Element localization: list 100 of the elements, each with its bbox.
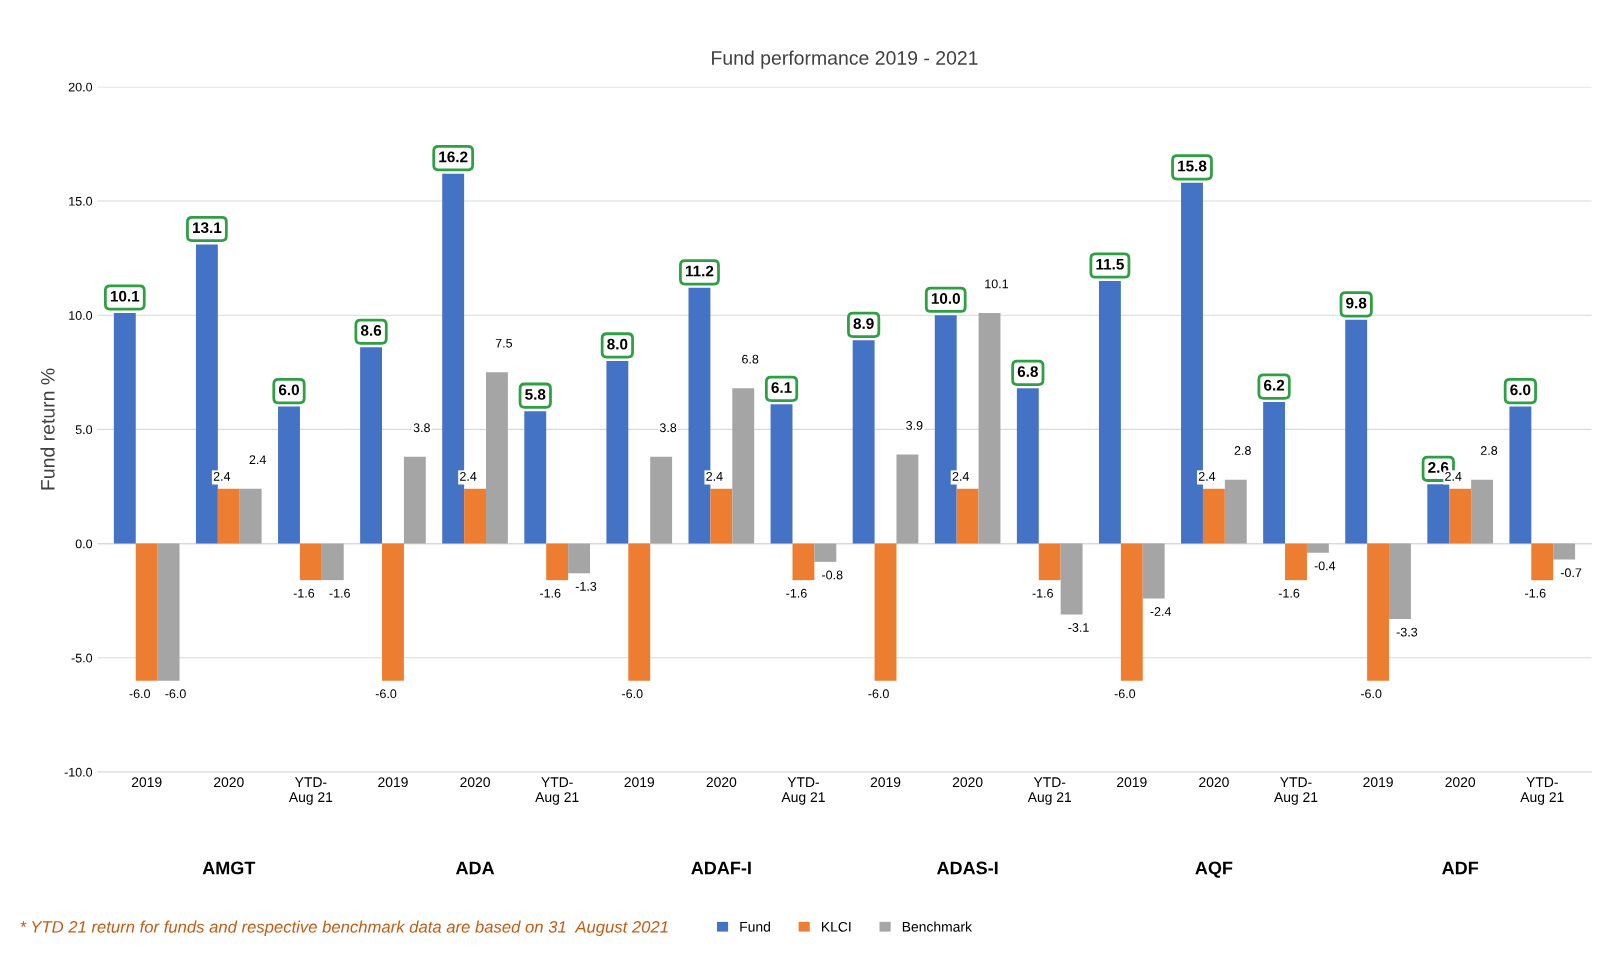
y-tick-label: -5.0 <box>71 653 93 663</box>
data-label: 8.6 <box>360 325 382 336</box>
x-tick-label: 2019 <box>131 777 162 788</box>
bar <box>1367 543 1390 681</box>
data-label: 7.5 <box>495 338 513 348</box>
y-tick-label: 0.0 <box>75 539 93 549</box>
data-label: 6.2 <box>1264 379 1285 391</box>
data-label: 3.9 <box>906 421 923 430</box>
bar <box>382 543 404 681</box>
data-label: 16.2 <box>439 151 468 163</box>
bar <box>710 488 733 544</box>
data-label: -6.0 <box>165 689 186 699</box>
bar <box>792 543 815 581</box>
data-label: 2.4 <box>460 471 477 481</box>
data-label: -3.1 <box>1068 623 1089 632</box>
bar <box>1553 543 1576 560</box>
legend-label: Benchmark <box>902 921 972 932</box>
data-label: 3.8 <box>659 423 677 433</box>
bar <box>403 456 426 544</box>
x-tick-label: 2020 <box>214 777 244 788</box>
y-tick-label: 10.0 <box>69 311 93 320</box>
y-tick-label: 5.0 <box>75 425 93 435</box>
bar <box>978 312 1001 544</box>
data-label: 6.0 <box>1510 384 1531 396</box>
bar <box>1120 543 1143 681</box>
text: ADF <box>1442 861 1479 875</box>
bar <box>239 488 262 544</box>
bar <box>956 488 979 544</box>
bar <box>464 488 487 544</box>
bar <box>732 388 755 544</box>
bar <box>650 456 673 544</box>
text: AMGT <box>202 861 256 875</box>
data-label: 6.1 <box>771 382 792 393</box>
x-tick-label: 2020 <box>952 777 983 788</box>
data-label: -6.0 <box>622 689 643 699</box>
bar <box>568 543 590 574</box>
data-label: 2.4 <box>249 455 266 464</box>
data-label: 8.0 <box>607 338 628 350</box>
data-label: -1.6 <box>329 588 350 598</box>
data-label: -1.3 <box>575 581 597 591</box>
data-label: 8.9 <box>853 318 874 329</box>
data-label: -1.6 <box>1278 588 1300 598</box>
data-label: -6.0 <box>375 689 397 699</box>
x-tick-label: 2019 <box>378 777 408 788</box>
x-tick-label: YTD- Aug 21 <box>535 777 579 805</box>
data-label: -1.6 <box>786 588 807 598</box>
bar <box>1306 543 1329 553</box>
text: * YTD 21 return for funds and respective benchmark data are based on 31 August 2021 <box>20 920 668 937</box>
bar <box>157 543 180 681</box>
data-label: 6.8 <box>742 354 759 364</box>
text: ADAS-I <box>936 861 998 875</box>
data-label: -1.6 <box>1032 588 1053 598</box>
data-label: -2.4 <box>1150 607 1172 616</box>
data-label: 11.2 <box>685 265 714 277</box>
bar <box>1449 488 1472 544</box>
bar <box>1471 479 1494 544</box>
bar <box>1285 543 1307 581</box>
text: AQF <box>1195 861 1233 878</box>
bar <box>1389 543 1411 619</box>
bar <box>1202 488 1225 544</box>
data-label: -6.0 <box>1114 689 1136 699</box>
bar <box>1142 543 1165 599</box>
data-label: 11.5 <box>1096 258 1124 270</box>
x-tick-label: YTD- Aug 21 <box>781 777 825 805</box>
x-tick-label: YTD- Aug 21 <box>288 777 333 805</box>
data-label: 10.1 <box>985 279 1009 289</box>
legend-label: KLCI <box>822 921 851 932</box>
data-label: -6.0 <box>129 689 151 699</box>
x-tick-label: YTD- Aug 21 <box>1274 777 1318 805</box>
chart-title: Fund performance 2019 - 2021 <box>712 50 978 69</box>
bar <box>486 372 508 544</box>
data-label: 2.4 <box>1198 471 1216 481</box>
data-label: 6.8 <box>1017 366 1038 377</box>
data-label: 2.4 <box>952 471 969 481</box>
x-tick-label: 2020 <box>706 777 737 788</box>
data-label: 2.4 <box>213 471 231 481</box>
x-tick-label: 2019 <box>1363 777 1393 788</box>
data-label: 3.8 <box>413 423 430 433</box>
data-label: -0.4 <box>1314 561 1336 571</box>
data-label: -1.6 <box>540 588 561 598</box>
data-label: 10.0 <box>931 293 960 304</box>
data-label: -6.0 <box>1360 689 1382 699</box>
x-tick-label: 2020 <box>1445 777 1476 788</box>
text: ADAF-I <box>691 861 751 875</box>
data-label: 9.8 <box>1346 297 1367 309</box>
bar <box>896 454 919 544</box>
bar <box>1060 543 1083 615</box>
data-label: -0.8 <box>822 570 843 580</box>
x-tick-label: 2020 <box>1199 777 1229 788</box>
data-label: 5.8 <box>525 388 546 400</box>
data-label: 10.1 <box>110 290 140 302</box>
bar <box>217 488 240 544</box>
bar <box>628 543 651 681</box>
x-tick-label: 2019 <box>870 777 901 788</box>
data-label: 6.0 <box>278 384 299 396</box>
data-label: -1.6 <box>293 588 315 598</box>
data-label: 2.4 <box>706 471 723 481</box>
bar <box>1224 479 1247 544</box>
bar <box>299 543 322 581</box>
data-label: 2.8 <box>1480 446 1498 455</box>
